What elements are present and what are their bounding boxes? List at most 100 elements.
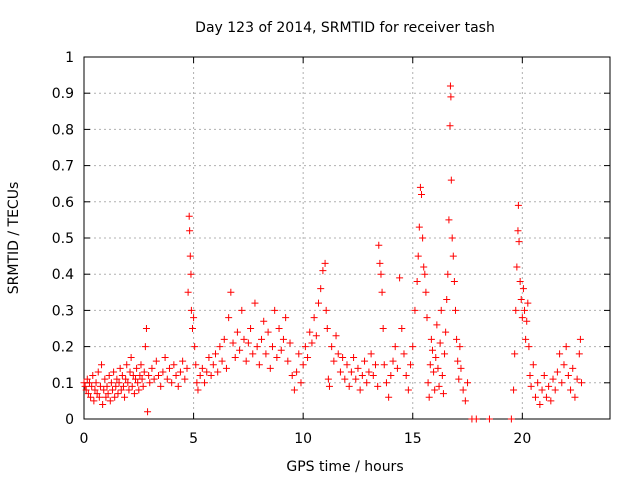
data-point [103, 382, 111, 390]
data-point [201, 379, 209, 387]
data-point [549, 375, 557, 383]
data-point [271, 306, 279, 314]
x-tick-label: 10 [294, 431, 312, 447]
data-point [547, 397, 555, 405]
data-point [434, 364, 442, 372]
data-point [110, 368, 118, 376]
data-point [418, 191, 426, 199]
data-point [551, 386, 559, 394]
data-point [127, 353, 135, 361]
data-point [522, 335, 530, 343]
x-tick-label: 0 [80, 431, 89, 447]
data-point [150, 375, 158, 383]
data-point [558, 379, 566, 387]
data-point [212, 350, 219, 358]
data-point [562, 343, 570, 351]
data-point [402, 372, 410, 380]
data-point [240, 335, 248, 343]
grid [84, 57, 610, 419]
data-point [446, 82, 454, 90]
data-point [514, 227, 522, 235]
y-tick-label: 1 [65, 50, 74, 66]
data-point [157, 382, 165, 390]
data-point [90, 397, 98, 405]
data-point [293, 368, 301, 376]
data-point [116, 364, 124, 372]
data-point [426, 361, 434, 369]
data-point [141, 343, 149, 351]
data-point [441, 350, 449, 358]
data-point [113, 375, 121, 383]
data-point [422, 288, 430, 296]
data-point [187, 270, 195, 278]
data-point [111, 393, 119, 401]
data-point [379, 325, 387, 332]
data-point [207, 372, 215, 380]
data-point [450, 277, 458, 285]
data-point [371, 361, 379, 369]
data-point [428, 346, 436, 354]
data-point [407, 361, 415, 369]
data-point [249, 350, 257, 358]
data-point [258, 335, 266, 343]
data-point [330, 357, 338, 365]
data-point [96, 382, 104, 390]
data-point [83, 375, 91, 383]
data-point [365, 368, 373, 376]
data-point [277, 346, 285, 354]
data-point [387, 372, 395, 380]
data-point [514, 201, 522, 209]
data-point [376, 259, 384, 267]
y-axis-label: SRMTID / TECUs [6, 182, 22, 295]
data-point [159, 368, 167, 376]
data-point [336, 368, 344, 376]
data-point [140, 368, 148, 376]
data-point [377, 270, 385, 278]
data-point [446, 122, 454, 130]
data-point [301, 343, 309, 351]
data-point [454, 357, 462, 365]
data-point [236, 346, 244, 354]
data-point [251, 299, 259, 307]
data-point [433, 321, 441, 329]
data-point [244, 339, 252, 347]
data-point [442, 328, 450, 336]
data-point [205, 353, 213, 361]
data-point [531, 393, 539, 401]
data-point [264, 328, 272, 336]
data-point [106, 397, 114, 405]
data-point [129, 372, 137, 380]
data-point [306, 328, 314, 336]
data-point [193, 379, 201, 387]
data-point [456, 343, 464, 351]
data-point [411, 306, 419, 314]
x-axis-label: GPS time / hours [286, 459, 403, 475]
y-tick-label: 0.9 [52, 86, 74, 102]
data-point [181, 375, 189, 383]
data-point [191, 343, 199, 351]
data-point [122, 375, 130, 383]
data-point [556, 350, 564, 358]
data-point [124, 379, 132, 387]
data-point [142, 325, 150, 332]
data-point [233, 328, 241, 336]
data-point [138, 375, 146, 383]
y-tick-label: 0.8 [52, 122, 74, 138]
data-point [332, 332, 340, 340]
data-point [155, 372, 163, 380]
data-point [216, 343, 224, 351]
data-point [391, 343, 399, 351]
data-point [352, 375, 360, 383]
data-point [451, 306, 459, 314]
data-point [275, 325, 283, 332]
data-point [100, 386, 108, 394]
data-point [457, 364, 465, 372]
data-point [231, 353, 239, 361]
data-point [421, 270, 429, 278]
data-point [89, 372, 97, 380]
data-point [220, 335, 228, 343]
data-point [209, 361, 217, 369]
data-point [524, 299, 532, 307]
data-point [416, 183, 424, 191]
